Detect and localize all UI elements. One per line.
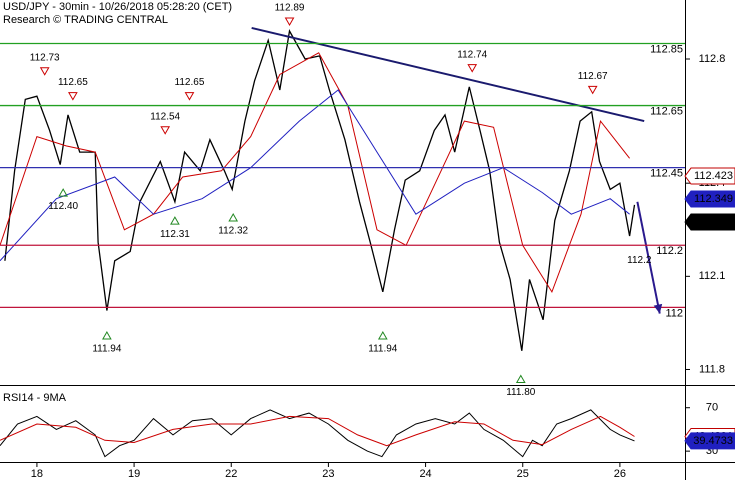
low-marker: [228, 213, 239, 222]
high-label: 112.74: [457, 49, 487, 60]
series-line: [0, 52, 630, 294]
series-line: [0, 89, 630, 262]
y-tick-label: 112.8: [699, 53, 726, 65]
high-marker: [284, 17, 295, 27]
high-label: 112.65: [58, 77, 88, 88]
price-box: [684, 432, 735, 450]
plot-layer: 111.8112.1112.4112.818192223242526112.85…: [0, 3, 735, 480]
level-label: 112.2: [656, 245, 683, 257]
x-tick-label: 23: [322, 468, 334, 480]
plot-area: [0, 409, 635, 458]
low-label: 112.31: [160, 229, 190, 240]
price-box-label: 112.349: [694, 193, 733, 205]
high-label: 112.65: [175, 77, 205, 88]
price-box: [684, 190, 735, 208]
x-tick-label: 24: [419, 468, 431, 480]
level-label: 112.85: [650, 43, 683, 55]
series-line: [0, 415, 635, 447]
low-marker: [515, 374, 526, 383]
price-box-label: 112.275: [694, 216, 733, 228]
price-label: 112.2: [627, 255, 652, 266]
x-tick-label: 25: [517, 468, 529, 480]
x-tick-label: 18: [31, 468, 43, 480]
high-label: 112.67: [578, 71, 608, 82]
y-tick-label: 112.1: [699, 270, 726, 282]
low-label: 111.80: [506, 387, 536, 398]
price-box-label: 39.4733: [693, 435, 733, 447]
high-marker: [184, 92, 195, 101]
x-tick-label: 22: [225, 468, 237, 480]
high-marker: [39, 67, 50, 76]
level-label: 112.65: [650, 105, 683, 117]
chart-title: USD/JPY - 30min - 10/26/2018 05:28:20 (C…: [3, 1, 232, 13]
low-marker: [102, 331, 112, 340]
x-tick-label: 26: [614, 468, 626, 480]
low-label: 111.94: [368, 344, 398, 355]
x-tick-label: 19: [128, 468, 140, 480]
price-box-label: 112.423: [694, 170, 733, 182]
high-marker: [160, 126, 171, 135]
series-line: [4, 29, 636, 351]
low-label: 111.94: [92, 344, 122, 355]
low-marker: [170, 216, 180, 225]
price-box: [684, 213, 735, 231]
low-label: 112.40: [48, 201, 78, 212]
arrow-head: [653, 303, 663, 314]
low-marker: [58, 188, 69, 197]
high-label: 112.54: [150, 111, 180, 122]
high-label: 112.73: [30, 52, 60, 63]
high-marker: [587, 85, 598, 95]
y-tick-label: 70: [706, 402, 718, 414]
high-marker: [467, 64, 478, 73]
level-label: 112: [665, 307, 683, 319]
high-label: 112.89: [275, 3, 305, 14]
low-marker: [377, 331, 388, 340]
high-marker: [68, 92, 78, 101]
level-label: 112.45: [650, 168, 683, 180]
chart-subtitle: Research © TRADING CENTRAL: [3, 14, 168, 26]
rsi-title: RSI14 - 9MA: [3, 392, 67, 404]
price-box: [684, 167, 735, 185]
y-tick-label: 111.8: [699, 363, 725, 375]
forecast-arrow: [636, 201, 661, 314]
low-label: 112.32: [218, 226, 248, 237]
